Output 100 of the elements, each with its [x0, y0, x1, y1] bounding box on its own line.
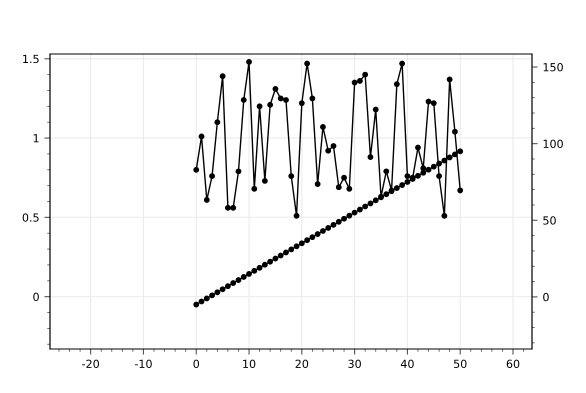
point	[452, 128, 458, 135]
point	[415, 172, 421, 179]
point	[441, 158, 448, 164]
point	[214, 289, 220, 296]
point	[204, 296, 210, 302]
point	[251, 186, 258, 192]
point	[246, 59, 252, 65]
point	[256, 264, 263, 271]
point	[224, 204, 231, 211]
point	[294, 212, 300, 219]
y-tick-label: 0	[33, 292, 39, 302]
point	[341, 174, 347, 181]
point	[272, 256, 278, 262]
point	[304, 237, 310, 244]
point	[325, 148, 332, 154]
x-tick-label: 20	[296, 360, 308, 368]
point	[452, 151, 458, 158]
point	[336, 184, 342, 190]
point	[230, 280, 236, 286]
point	[415, 144, 421, 150]
point	[262, 262, 268, 268]
x-tick-label: -20	[82, 360, 99, 368]
point	[356, 206, 363, 212]
point	[457, 187, 464, 194]
point	[193, 302, 200, 308]
point	[224, 283, 231, 290]
point	[204, 196, 210, 203]
x-tick-label: 40	[400, 360, 414, 368]
point	[298, 240, 305, 246]
point	[362, 72, 368, 78]
point	[314, 181, 321, 187]
point	[368, 154, 374, 160]
point	[230, 204, 236, 211]
point	[399, 182, 406, 188]
point	[436, 160, 442, 166]
point	[383, 191, 390, 198]
point	[283, 250, 289, 256]
point	[198, 298, 204, 304]
point	[298, 100, 305, 106]
point	[240, 97, 247, 103]
point	[399, 60, 406, 66]
point	[352, 80, 358, 86]
point	[341, 216, 347, 222]
x-tick-label: 50	[454, 360, 467, 368]
point	[288, 246, 294, 252]
y2-tick-label: 50	[543, 216, 556, 225]
point	[430, 164, 437, 170]
point	[346, 212, 352, 219]
y-tick-label: 1	[34, 134, 39, 142]
point	[236, 168, 242, 174]
point	[209, 173, 215, 180]
point	[372, 106, 379, 112]
y-tick-label: 0.5	[22, 213, 39, 222]
point	[457, 148, 464, 154]
point	[236, 277, 242, 283]
point	[368, 200, 374, 206]
point	[272, 86, 278, 92]
point	[394, 185, 400, 192]
point	[246, 270, 252, 277]
point	[404, 179, 410, 185]
point	[294, 243, 300, 250]
point	[314, 231, 321, 237]
point	[336, 218, 342, 225]
point	[288, 173, 294, 180]
point	[394, 81, 400, 88]
point	[362, 204, 368, 210]
point	[404, 173, 410, 180]
point	[251, 268, 258, 274]
point	[209, 292, 215, 298]
point	[426, 166, 432, 173]
point	[214, 119, 220, 126]
point	[320, 228, 326, 234]
point	[283, 97, 289, 103]
point	[320, 124, 326, 130]
point	[262, 178, 268, 184]
point	[430, 100, 437, 106]
point	[446, 154, 453, 160]
y2-tick-label: 150	[544, 63, 563, 72]
point	[309, 95, 316, 102]
point	[352, 210, 358, 216]
x-tick-label: 60	[506, 360, 520, 368]
point	[220, 286, 226, 292]
point	[325, 225, 332, 231]
point	[193, 166, 200, 173]
point	[267, 102, 274, 108]
point	[220, 73, 226, 80]
point	[346, 186, 352, 192]
point	[309, 234, 316, 240]
point	[372, 197, 379, 204]
point	[330, 222, 336, 228]
y-tick-label: 1.5	[23, 54, 39, 64]
x-tick-label: -10	[134, 360, 152, 368]
point	[256, 103, 263, 110]
point	[267, 258, 274, 265]
x-tick-label: 30	[348, 360, 361, 368]
point	[426, 98, 432, 104]
point	[304, 60, 310, 66]
point	[441, 212, 448, 219]
point	[240, 274, 247, 280]
y2-tick-label: 100	[544, 140, 563, 148]
